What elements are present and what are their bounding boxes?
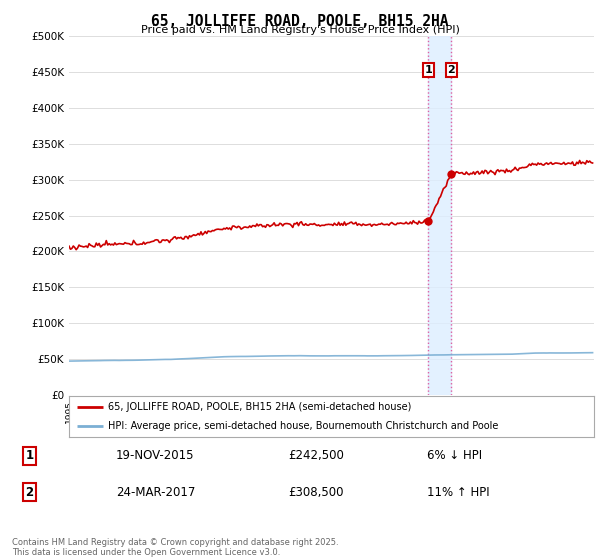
Text: HPI: Average price, semi-detached house, Bournemouth Christchurch and Poole: HPI: Average price, semi-detached house,… (109, 421, 499, 431)
Text: 2: 2 (25, 486, 34, 498)
Text: 1: 1 (25, 449, 34, 462)
Text: 2: 2 (448, 66, 455, 76)
Text: 1: 1 (425, 66, 432, 76)
Text: 65, JOLLIFFE ROAD, POOLE, BH15 2HA (semi-detached house): 65, JOLLIFFE ROAD, POOLE, BH15 2HA (semi… (109, 403, 412, 412)
Text: 11% ↑ HPI: 11% ↑ HPI (427, 486, 490, 498)
Text: 65, JOLLIFFE ROAD, POOLE, BH15 2HA: 65, JOLLIFFE ROAD, POOLE, BH15 2HA (151, 14, 449, 29)
Text: £308,500: £308,500 (289, 486, 344, 498)
Text: 24-MAR-2017: 24-MAR-2017 (116, 486, 195, 498)
Bar (428, 36, 451, 395)
Text: 6% ↓ HPI: 6% ↓ HPI (427, 449, 482, 462)
Text: 19-NOV-2015: 19-NOV-2015 (116, 449, 194, 462)
Text: Contains HM Land Registry data © Crown copyright and database right 2025.
This d: Contains HM Land Registry data © Crown c… (12, 538, 338, 557)
Text: £242,500: £242,500 (289, 449, 344, 462)
Text: Price paid vs. HM Land Registry's House Price Index (HPI): Price paid vs. HM Land Registry's House … (140, 25, 460, 35)
